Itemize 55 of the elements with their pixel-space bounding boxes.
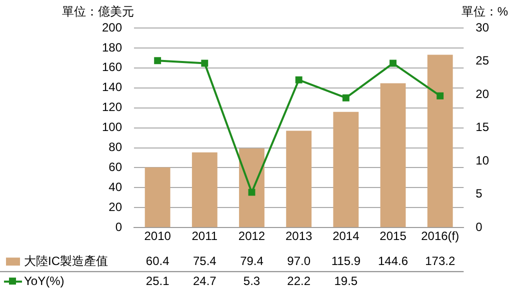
- y2-tick-label: 30: [476, 20, 490, 34]
- data-label: 75.4: [192, 254, 217, 268]
- point: [154, 57, 162, 64]
- y-tick-label: 100: [102, 120, 122, 134]
- x-tick-label: 2012: [238, 229, 266, 244]
- x-tick-label: 2010: [144, 229, 172, 244]
- data-label: 24.7: [192, 274, 217, 288]
- data-label: 5.3: [243, 274, 260, 288]
- y-tick-label: 140: [102, 80, 122, 94]
- y-tick-label: 120: [102, 100, 122, 114]
- y2-tick-label: 10: [476, 153, 490, 168]
- data-label: 79.4: [240, 254, 264, 268]
- y-tick-label: 160: [102, 60, 122, 74]
- bar: [333, 112, 359, 228]
- y-tick-label: 80: [108, 140, 122, 154]
- y-tick-label: 60: [108, 160, 122, 174]
- data-label: 60.4: [146, 254, 170, 268]
- legend-label: 大陸IC製造產值: [24, 254, 108, 268]
- bar: [239, 148, 264, 228]
- point: [342, 94, 350, 102]
- y-tick-label: 40: [108, 180, 122, 194]
- data-label: 25.1: [146, 274, 170, 288]
- data-label: 22.2: [287, 274, 311, 288]
- bar: [286, 130, 312, 228]
- x-tick-label: 2016(f): [421, 229, 460, 244]
- x-tick-label: 2011: [192, 229, 218, 244]
- data-label: 144.6: [378, 254, 408, 268]
- y-tick-label: 180: [102, 40, 122, 54]
- y-tick-label: 0: [115, 220, 122, 234]
- bar: [192, 152, 218, 228]
- y-axis-title: 單位：億美元: [62, 4, 134, 18]
- data-label: 173.2: [425, 254, 456, 268]
- bar: [144, 167, 170, 228]
- data-label: 97.0: [287, 254, 311, 268]
- x-tick-label: 2015: [380, 229, 407, 244]
- y2-axis-title: 單位：%: [461, 4, 508, 18]
- x-tick-label: 2014: [332, 229, 360, 244]
- data-label: 19.5: [334, 274, 358, 288]
- y2-tick-label: 15: [476, 120, 490, 134]
- y2-tick-label: 20: [476, 86, 490, 101]
- legend-label: YoY(%): [24, 274, 64, 288]
- point: [248, 188, 256, 196]
- data-label: 115.9: [331, 254, 361, 268]
- point: [201, 60, 208, 67]
- y2-tick-label: 0: [476, 220, 483, 234]
- y2-tick-label: 25: [476, 54, 490, 68]
- bar: [380, 83, 406, 228]
- point: [390, 60, 396, 67]
- point: [295, 76, 302, 84]
- bar: [427, 54, 453, 228]
- y-tick-label: 20: [108, 200, 122, 214]
- point: [436, 92, 444, 100]
- x-tick-label: 2013: [285, 229, 313, 244]
- y2-tick-label: 5: [476, 186, 483, 201]
- y-tick-label: 200: [102, 20, 122, 34]
